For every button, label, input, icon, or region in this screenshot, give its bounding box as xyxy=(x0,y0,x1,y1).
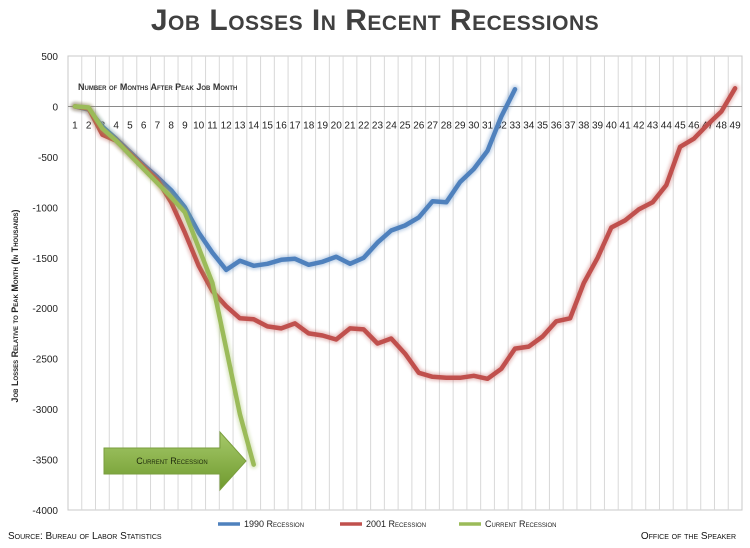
x-tick-label: 40 xyxy=(606,120,618,131)
y-tick-label: -4000 xyxy=(32,506,58,517)
x-tick-label: 44 xyxy=(661,120,673,131)
series-line xyxy=(72,87,518,273)
x-tick-label: 23 xyxy=(372,120,384,131)
series-line-glow xyxy=(70,84,740,383)
x-tick-label: 12 xyxy=(221,120,233,131)
x-tick-label: 26 xyxy=(413,120,425,131)
x-tick-label: 1 xyxy=(72,120,78,131)
x-tick-label: 34 xyxy=(523,120,535,131)
x-tick-label: 46 xyxy=(688,120,700,131)
series-line xyxy=(72,86,738,382)
office-credit: Office of the Speaker xyxy=(640,531,736,542)
x-tick-label: 31 xyxy=(482,120,494,131)
x-tick-label: 14 xyxy=(248,120,260,131)
x-tick-label: 30 xyxy=(468,120,480,131)
x-tick-label: 29 xyxy=(454,120,466,131)
y-tick-label: -1500 xyxy=(32,254,58,265)
x-tick-label: 48 xyxy=(716,120,728,131)
chart-title: Job Losses In Recent Recessions xyxy=(150,4,600,37)
y-tick-label: 0 xyxy=(52,102,58,113)
source-note: Source: Bureau of Labor Statistics xyxy=(8,531,162,542)
y-tick-label: -3500 xyxy=(32,456,58,467)
x-tick-label: 5 xyxy=(127,120,133,131)
x-tick-label: 4 xyxy=(113,120,119,131)
x-tick-label: 18 xyxy=(303,120,315,131)
legend-label: 1990 Recession xyxy=(244,519,304,529)
x-tick-label: 25 xyxy=(399,120,411,131)
x-tick-label: 38 xyxy=(578,120,590,131)
y-axis-label: Job Losses Relative to Peak Month (In Th… xyxy=(10,209,20,402)
x-tick-label: 36 xyxy=(551,120,563,131)
y-tick-label: -1000 xyxy=(32,203,58,214)
series-layer xyxy=(70,84,740,469)
x-tick-label: 24 xyxy=(386,120,398,131)
x-tick-label: 42 xyxy=(633,120,645,131)
annotation-label: Current Recession xyxy=(136,456,208,466)
x-tick-label: 28 xyxy=(441,120,453,131)
x-tick-label: 16 xyxy=(276,120,288,131)
x-tick-label: 15 xyxy=(262,120,274,131)
x-tick-label: 43 xyxy=(647,120,659,131)
x-tick-label: 8 xyxy=(168,120,174,131)
x-tick-label: 21 xyxy=(344,120,356,131)
series-line-glow xyxy=(70,85,519,274)
y-tick-label: -500 xyxy=(38,153,58,164)
x-tick-label: 33 xyxy=(509,120,521,131)
annotation-arrow xyxy=(103,430,247,492)
x-tick-label: 20 xyxy=(331,120,343,131)
series-2001-recession xyxy=(70,84,740,383)
x-tick-label: 7 xyxy=(155,120,161,131)
legend-label: 2001 Recession xyxy=(366,519,426,529)
x-tick-label: 49 xyxy=(730,120,742,131)
x-tick-label: 19 xyxy=(317,120,329,131)
x-tick-label: 13 xyxy=(234,120,246,131)
y-tick-label: -3000 xyxy=(32,405,58,416)
x-tick-label: 9 xyxy=(182,120,188,131)
x-tick-label: 37 xyxy=(564,120,576,131)
x-tick-label: 27 xyxy=(427,120,439,131)
series-current-recession xyxy=(70,102,258,469)
legend: 1990 Recession 2001 Recession Current Rece… xyxy=(218,519,557,529)
x-tick-label: 22 xyxy=(358,120,370,131)
legend-label: Current Recession xyxy=(485,519,557,529)
x-tick-label: 35 xyxy=(537,120,549,131)
x-axis-label: Number of Months After Peak Job Month xyxy=(78,82,237,92)
x-tick-label: 41 xyxy=(620,120,632,131)
x-tick-label: 6 xyxy=(141,120,147,131)
series-1990-recession xyxy=(70,85,519,274)
y-tick-label: -2000 xyxy=(32,304,58,315)
x-tick-label: 2 xyxy=(86,120,92,131)
x-tick-label: 17 xyxy=(289,120,301,131)
x-tick-label: 39 xyxy=(592,120,604,131)
axis-ticks: 500 0 -500 -1000 -1500 -2000 -2500 -3000 -3500 -4… xyxy=(32,52,742,517)
x-tick-label: 10 xyxy=(193,120,205,131)
plot-frame xyxy=(67,55,743,511)
x-tick-label: 45 xyxy=(675,120,687,131)
y-tick-label: -2500 xyxy=(32,355,58,366)
series-line xyxy=(72,104,256,467)
current-recession-annotation: Current Recession xyxy=(103,430,247,492)
x-tick-label: 11 xyxy=(207,120,218,131)
y-tick-label: 500 xyxy=(41,52,58,63)
